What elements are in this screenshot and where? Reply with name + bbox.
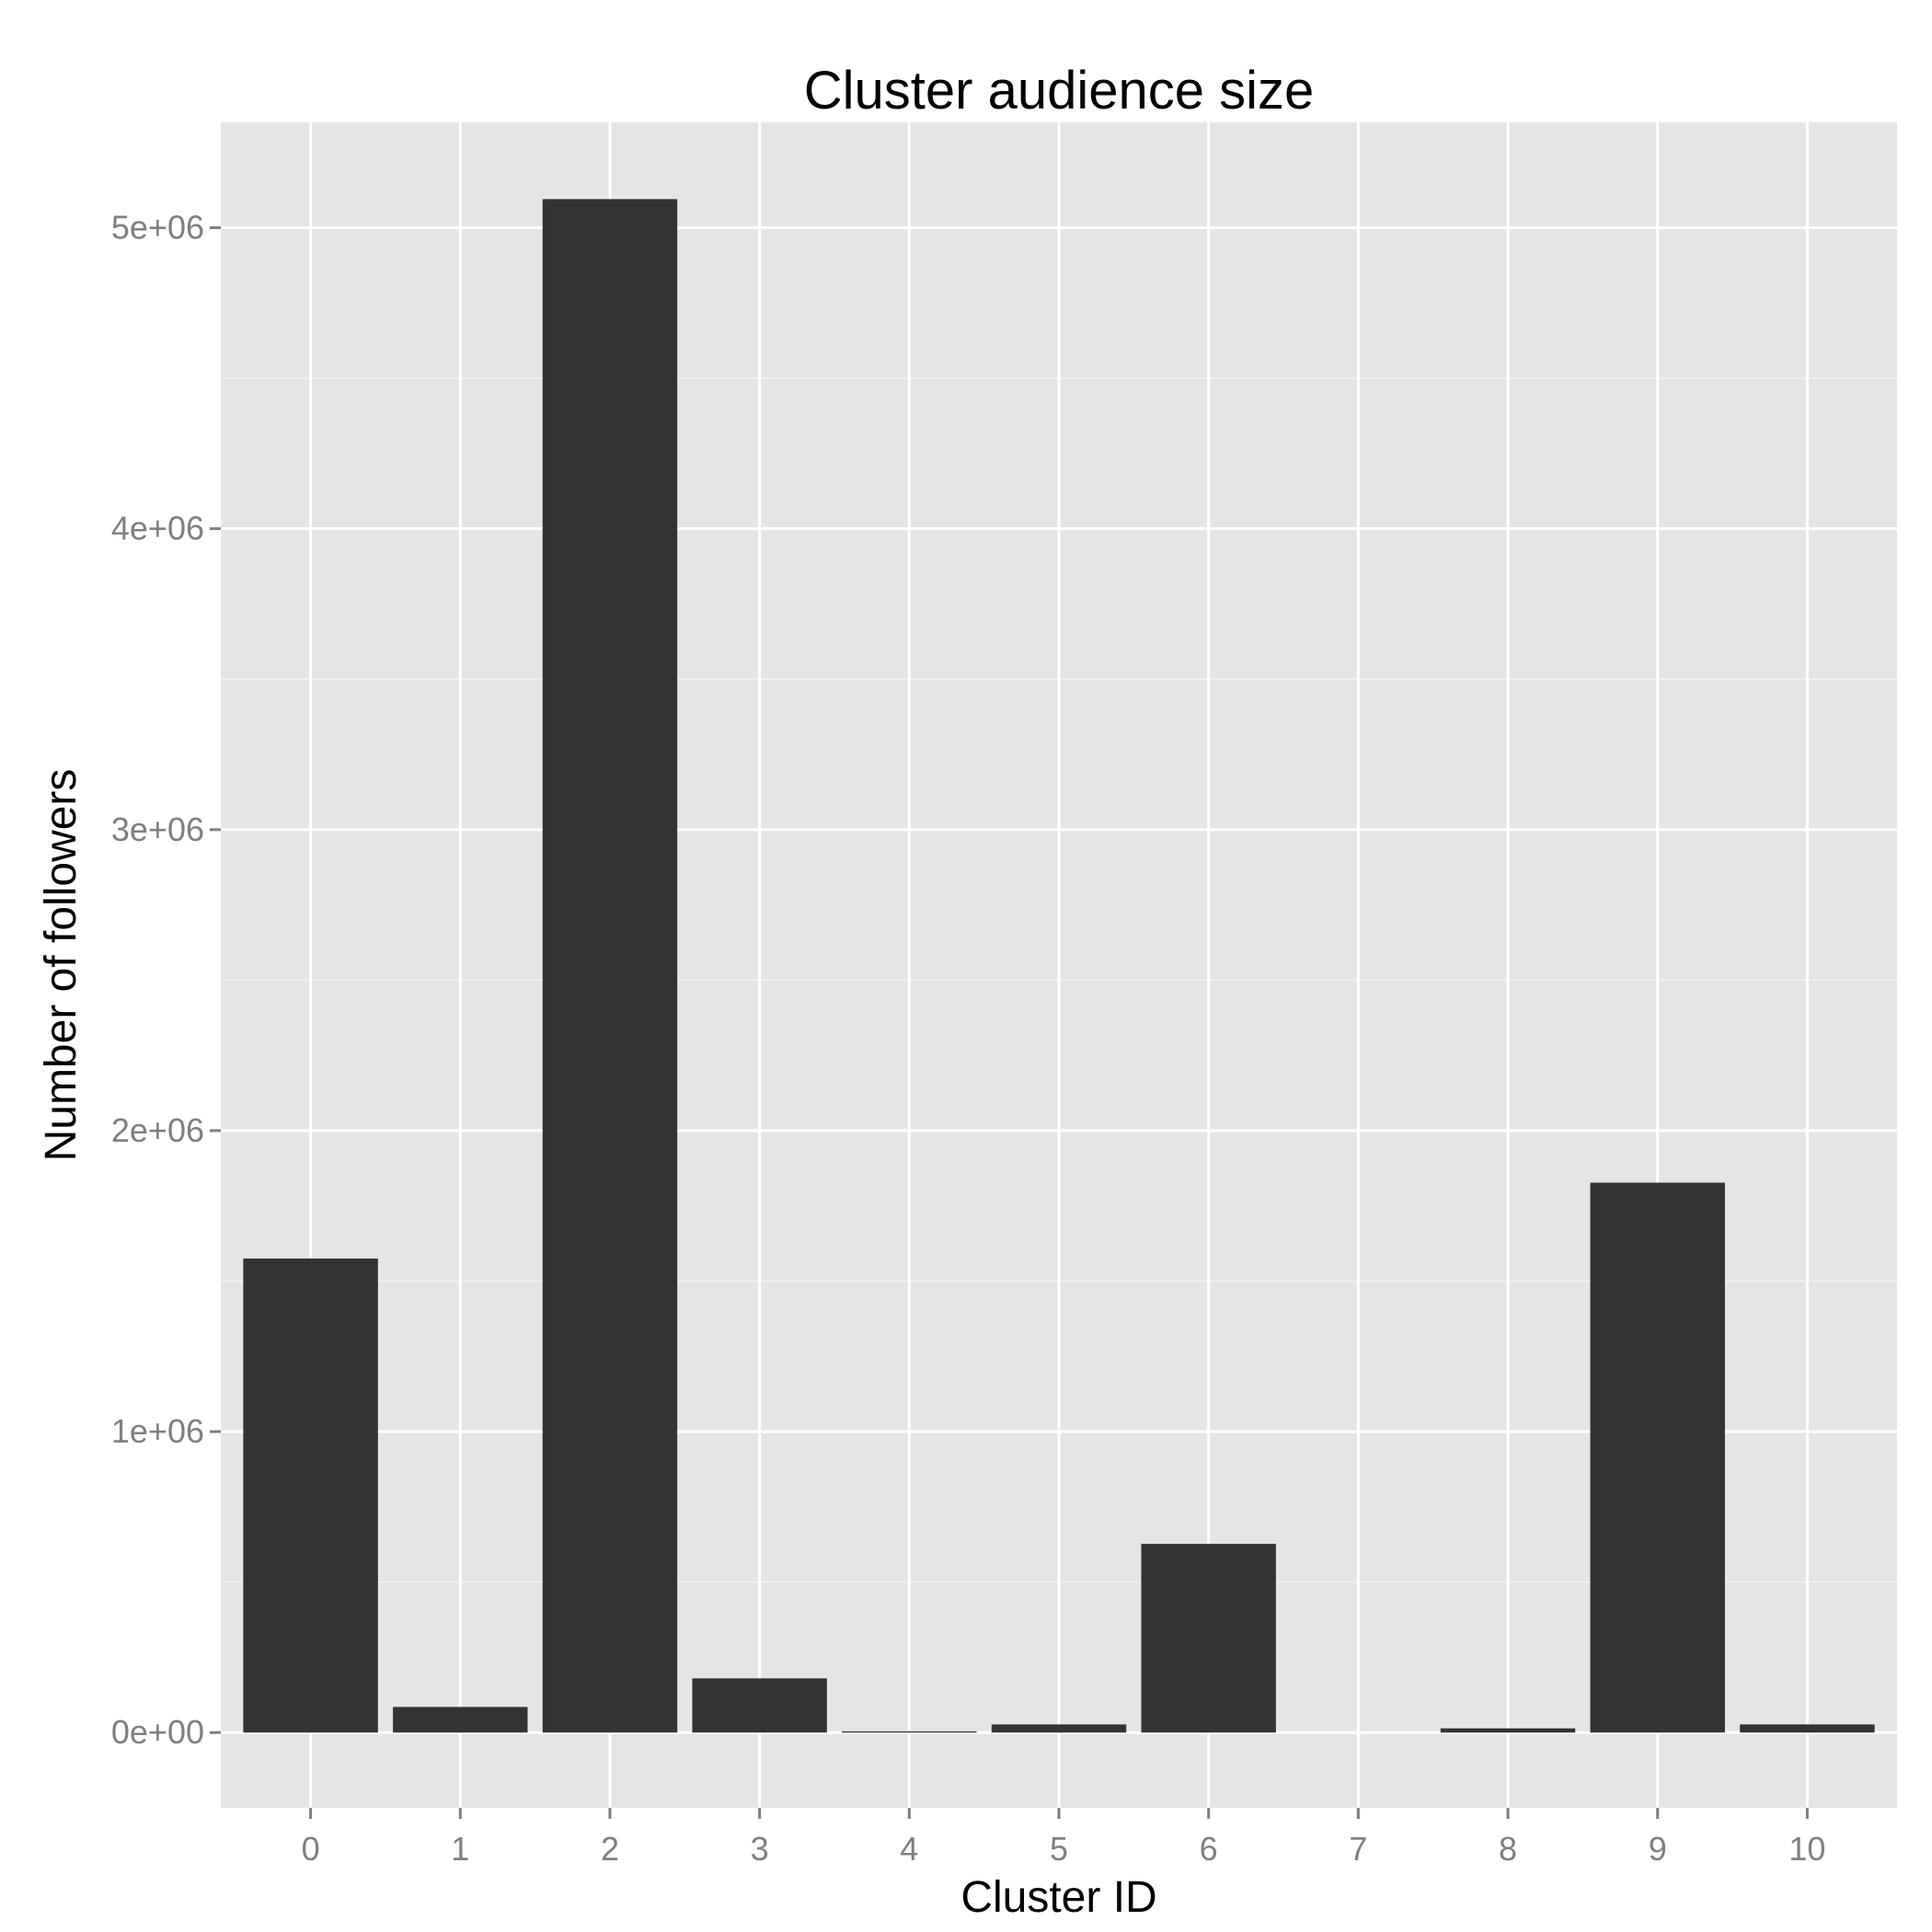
bar-cluster-4: [842, 1731, 977, 1733]
y-tick-label: 5e+06: [111, 209, 204, 247]
x-tick-label: 4: [900, 1830, 918, 1868]
y-tick-label: 1e+06: [111, 1412, 204, 1450]
x-tick-label: 9: [1649, 1830, 1667, 1868]
chart-title: Cluster audience size: [804, 61, 1315, 121]
x-tick-label: 2: [601, 1830, 619, 1868]
y-axis-ticks: 0e+00 1e+06 2e+06 3e+06 4e+06 5e+06: [111, 209, 221, 1751]
bar-cluster-2: [542, 199, 678, 1733]
y-tick-label: 3e+06: [111, 811, 204, 848]
x-tick-label: 0: [302, 1830, 320, 1868]
bar-cluster-8: [1440, 1728, 1576, 1733]
x-tick-label: 10: [1788, 1830, 1825, 1868]
bar-cluster-0: [243, 1258, 378, 1733]
y-tick-label: 0e+00: [111, 1713, 204, 1751]
bar-cluster-5: [991, 1724, 1127, 1733]
x-tick-label: 3: [751, 1830, 769, 1868]
y-tick-label: 2e+06: [111, 1111, 204, 1149]
x-tick-label: 6: [1200, 1830, 1218, 1868]
bar-cluster-3: [692, 1678, 827, 1733]
x-tick-label: 5: [1050, 1830, 1068, 1868]
major-gridlines: [221, 122, 1897, 1808]
bar-cluster-1: [393, 1707, 528, 1733]
x-axis-title: Cluster ID: [960, 1873, 1156, 1922]
x-tick-label: 8: [1499, 1830, 1517, 1868]
x-axis-ticks: 0 1 2 3 4 5 6 7 8 9 10: [302, 1808, 1825, 1868]
bars: [243, 199, 1875, 1733]
y-axis-title: Number of followers: [37, 769, 86, 1162]
bar-cluster-9: [1590, 1182, 1725, 1733]
bar-cluster-6: [1141, 1544, 1276, 1733]
y-tick-label: 4e+06: [111, 510, 204, 547]
x-tick-label: 7: [1349, 1830, 1367, 1868]
bar-cluster-10: [1740, 1724, 1875, 1733]
x-tick-label: 1: [451, 1830, 469, 1868]
